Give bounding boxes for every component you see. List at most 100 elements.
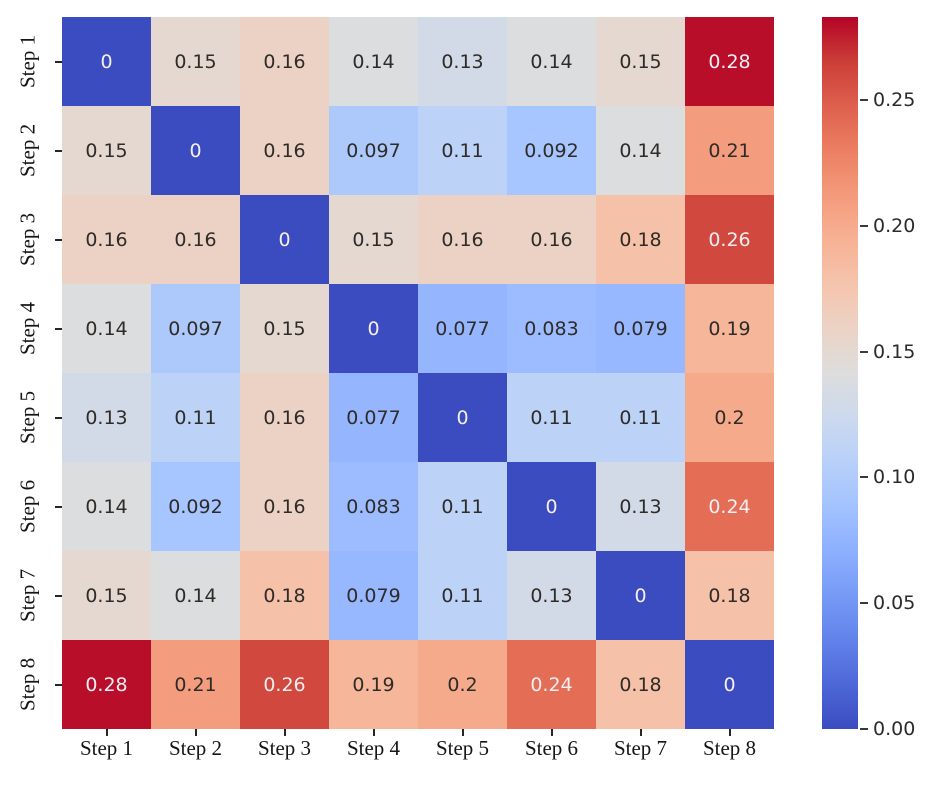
y-tick-8 bbox=[55, 684, 62, 686]
heatmap-cell-r5c5: 0 bbox=[418, 373, 507, 462]
heatmap-cell-r2c4: 0.097 bbox=[329, 106, 418, 195]
heatmap-cell-r2c6: 0.092 bbox=[507, 106, 596, 195]
heatmap-cell-r1c1: 0 bbox=[62, 17, 151, 106]
x-axis-label-3: Step 3 bbox=[257, 736, 312, 760]
colorbar-tick-1 bbox=[860, 99, 868, 102]
x-tick-5 bbox=[462, 729, 464, 736]
y-tick-3 bbox=[55, 239, 62, 241]
heatmap-cell-r3c7: 0.18 bbox=[596, 195, 685, 284]
y-tick-6 bbox=[55, 506, 62, 508]
x-tick-7 bbox=[640, 729, 642, 736]
colorbar-tick-label-1: 0.25 bbox=[873, 89, 916, 112]
heatmap-cell-r4c2: 0.097 bbox=[151, 284, 240, 373]
heatmap-cell-r3c4: 0.15 bbox=[329, 195, 418, 284]
x-tick-3 bbox=[284, 729, 286, 736]
x-axis-label-8: Step 8 bbox=[702, 736, 757, 760]
heatmap-cell-r4c8: 0.19 bbox=[685, 284, 774, 373]
x-axis-label-6: Step 6 bbox=[524, 736, 579, 760]
heatmap-cell-r7c6: 0.13 bbox=[507, 551, 596, 640]
heatmap-cell-r8c2: 0.21 bbox=[151, 640, 240, 729]
heatmap-cell-r4c4: 0 bbox=[329, 284, 418, 373]
y-tick-1 bbox=[55, 61, 62, 63]
heatmap-cell-r2c5: 0.11 bbox=[418, 106, 507, 195]
heatmap-cell-r8c7: 0.18 bbox=[596, 640, 685, 729]
x-tick-8 bbox=[729, 729, 731, 736]
y-tick-4 bbox=[55, 328, 62, 330]
heatmap-cell-r8c5: 0.2 bbox=[418, 640, 507, 729]
heatmap-cell-r1c5: 0.13 bbox=[418, 17, 507, 106]
heatmap-cell-r8c6: 0.24 bbox=[507, 640, 596, 729]
heatmap-cell-r8c3: 0.26 bbox=[240, 640, 329, 729]
heatmap-cell-r8c8: 0 bbox=[685, 640, 774, 729]
y-tick-7 bbox=[55, 595, 62, 597]
heatmap-cell-r6c8: 0.24 bbox=[685, 462, 774, 551]
heatmap-cell-r6c7: 0.13 bbox=[596, 462, 685, 551]
heatmap-cell-r4c6: 0.083 bbox=[507, 284, 596, 373]
y-axis-label-6: Step 6 bbox=[15, 479, 40, 534]
heatmap-cell-r3c6: 0.16 bbox=[507, 195, 596, 284]
colorbar-tick-6 bbox=[860, 728, 868, 730]
y-axis-label-2: Step 2 bbox=[15, 123, 40, 178]
heatmap-cell-r1c3: 0.16 bbox=[240, 17, 329, 106]
heatmap-cell-r4c7: 0.079 bbox=[596, 284, 685, 373]
heatmap-cell-r2c7: 0.14 bbox=[596, 106, 685, 195]
heatmap-cell-r8c1: 0.28 bbox=[62, 640, 151, 729]
colorbar-tick-2 bbox=[860, 224, 868, 227]
heatmap-cell-r6c5: 0.11 bbox=[418, 462, 507, 551]
y-axis-label-1: Step 1 bbox=[15, 34, 40, 89]
y-tick-5 bbox=[55, 417, 62, 419]
x-axis-label-4: Step 4 bbox=[346, 736, 401, 760]
y-axis-label-8: Step 8 bbox=[15, 657, 40, 712]
heatmap-cell-r2c2: 0 bbox=[151, 106, 240, 195]
heatmap-cell-r2c3: 0.16 bbox=[240, 106, 329, 195]
y-axis-label-7: Step 7 bbox=[15, 568, 40, 623]
colorbar-tick-label-4: 0.10 bbox=[873, 466, 916, 489]
y-axis-label-4: Step 4 bbox=[15, 301, 40, 356]
heatmap-cell-r8c4: 0.19 bbox=[329, 640, 418, 729]
x-tick-6 bbox=[551, 729, 553, 736]
x-tick-4 bbox=[373, 729, 375, 736]
heatmap-cell-r5c2: 0.11 bbox=[151, 373, 240, 462]
heatmap-cell-r5c3: 0.16 bbox=[240, 373, 329, 462]
heatmap-cell-r5c4: 0.077 bbox=[329, 373, 418, 462]
colorbar-tick-5 bbox=[860, 602, 868, 605]
heatmap-cell-r5c8: 0.2 bbox=[685, 373, 774, 462]
heatmap-cell-r7c8: 0.18 bbox=[685, 551, 774, 640]
heatmap-cell-r1c7: 0.15 bbox=[596, 17, 685, 106]
heatmap-cell-r7c4: 0.079 bbox=[329, 551, 418, 640]
colorbar-tick-label-2: 0.20 bbox=[873, 214, 916, 237]
heatmap-cell-r4c5: 0.077 bbox=[418, 284, 507, 373]
heatmap-cell-r1c8: 0.28 bbox=[685, 17, 774, 106]
heatmap-cell-r3c1: 0.16 bbox=[62, 195, 151, 284]
heatmap-cell-r6c2: 0.092 bbox=[151, 462, 240, 551]
x-axis-label-5: Step 5 bbox=[435, 736, 490, 760]
heatmap-cell-r4c1: 0.14 bbox=[62, 284, 151, 373]
colorbar-tick-label-5: 0.05 bbox=[873, 592, 916, 615]
colorbar-tick-4 bbox=[860, 476, 868, 479]
heatmap-cell-r1c6: 0.14 bbox=[507, 17, 596, 106]
heatmap-cell-r2c1: 0.15 bbox=[62, 106, 151, 195]
heatmap-cell-r5c1: 0.13 bbox=[62, 373, 151, 462]
heatmap-cell-r3c2: 0.16 bbox=[151, 195, 240, 284]
heatmap-cell-r7c2: 0.14 bbox=[151, 551, 240, 640]
x-axis-label-2: Step 2 bbox=[168, 736, 223, 760]
heatmap-cell-r4c3: 0.15 bbox=[240, 284, 329, 373]
colorbar-gradient bbox=[822, 17, 858, 729]
heatmap-cell-r6c4: 0.083 bbox=[329, 462, 418, 551]
heatmap-cell-r7c5: 0.11 bbox=[418, 551, 507, 640]
heatmap-cell-r3c3: 0 bbox=[240, 195, 329, 284]
colorbar-tick-label-3: 0.15 bbox=[873, 340, 916, 363]
heatmap-cell-r7c7: 0 bbox=[596, 551, 685, 640]
heatmap-cell-r5c7: 0.11 bbox=[596, 373, 685, 462]
heatmap-cell-r7c3: 0.18 bbox=[240, 551, 329, 640]
x-tick-1 bbox=[106, 729, 108, 736]
heatmap-cell-r5c6: 0.11 bbox=[507, 373, 596, 462]
colorbar-tick-3 bbox=[860, 350, 868, 353]
heatmap-cell-r7c1: 0.15 bbox=[62, 551, 151, 640]
x-axis-label-7: Step 7 bbox=[613, 736, 668, 760]
y-axis-label-3: Step 3 bbox=[15, 212, 40, 267]
x-tick-2 bbox=[195, 729, 197, 736]
colorbar-tick-label-6: 0.00 bbox=[873, 718, 916, 740]
y-tick-2 bbox=[55, 150, 62, 152]
heatmap-cell-r6c3: 0.16 bbox=[240, 462, 329, 551]
